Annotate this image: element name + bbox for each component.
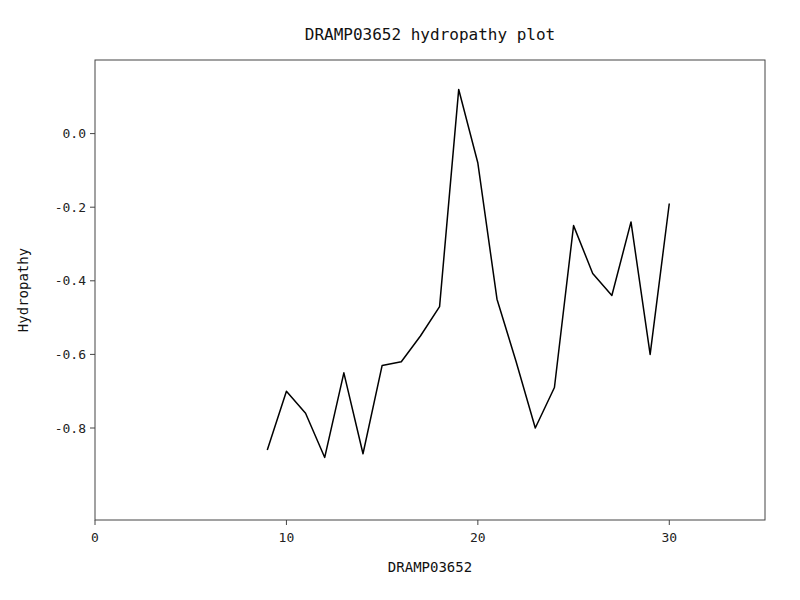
y-tick-label: 0.0 <box>63 126 86 141</box>
plot-frame <box>95 60 765 520</box>
y-tick-label: -0.4 <box>55 273 86 288</box>
y-tick <box>90 207 95 208</box>
x-tick <box>669 520 670 525</box>
x-tick-label: 30 <box>661 530 677 545</box>
x-tick <box>95 520 96 525</box>
y-tick <box>90 280 95 281</box>
x-tick-label: 10 <box>279 530 295 545</box>
plot-area <box>267 89 669 457</box>
title: DRAMP03652 hydropathy plot <box>305 25 555 44</box>
y-tick <box>90 133 95 134</box>
background <box>0 0 800 600</box>
y-tick-label: -0.2 <box>55 200 86 215</box>
x-axis: 0 10 20 30 <box>91 520 677 545</box>
y-axis-label: Hydropathy <box>15 248 31 332</box>
x-tick <box>477 520 478 525</box>
x-axis-label: DRAMP03652 <box>388 559 472 575</box>
y-tick <box>90 354 95 355</box>
chart: 0 10 20 30 0.0 -0.2 -0.4 -0.6 -0.8 DRAMP03652 hyd… <box>0 0 800 600</box>
x-tick <box>286 520 287 525</box>
y-tick-label: -0.8 <box>55 421 86 436</box>
y-axis: 0.0 -0.2 -0.4 -0.6 -0.8 <box>55 126 95 435</box>
x-tick-label: 20 <box>470 530 486 545</box>
y-tick-label: -0.6 <box>55 347 86 362</box>
y-tick <box>90 428 95 429</box>
data-line <box>267 89 669 457</box>
x-tick-label: 0 <box>91 530 99 545</box>
